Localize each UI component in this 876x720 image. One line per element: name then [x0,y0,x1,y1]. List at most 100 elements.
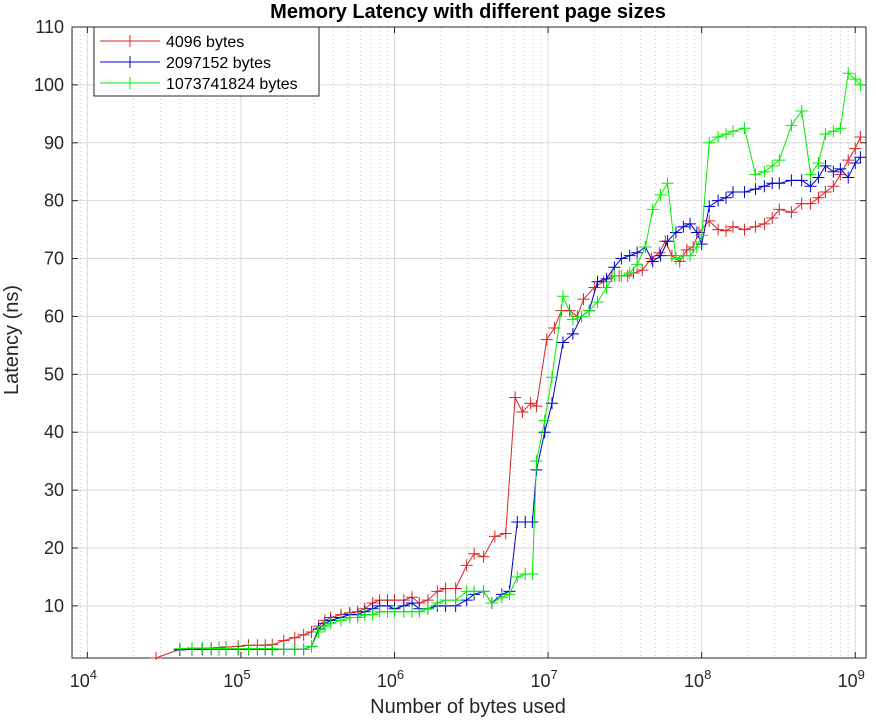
data-point [449,582,462,595]
y-tick-label: 20 [44,538,64,558]
data-point [631,246,644,259]
x-tick-label: 104 [70,667,97,691]
data-point [305,640,318,653]
data-point [575,310,588,323]
y-tick-label: 90 [44,133,64,153]
data-point [312,625,325,638]
data-point [785,206,798,219]
data-point [703,136,716,149]
data-point [719,128,732,141]
data-point [538,414,551,427]
data-point [511,570,524,583]
data-point [719,224,732,237]
y-tick-label: 70 [44,249,64,269]
data-point [749,220,762,233]
data-point [540,333,553,346]
data-point [849,157,862,170]
x-tick-label: 109 [838,667,865,691]
data-point [849,73,862,86]
data-point [297,643,310,656]
x-axis-label: Number of bytes used [370,696,566,718]
data-point [449,594,462,607]
data-point [785,174,798,187]
data-point [773,203,786,216]
data-point [677,220,690,233]
data-point [431,585,444,598]
data-point [499,527,512,540]
tick-labels: 10 20 30 40 50 60 70 80 90 100 110 104 105 106 107 108 1… [34,17,865,691]
data-point [758,180,771,193]
data-point [277,643,290,656]
data-point [477,585,490,598]
data-point [413,605,426,618]
data-point [526,515,539,528]
data-point [819,185,832,198]
y-axis-label: Latency (ns) [1,285,23,395]
data-point [738,122,751,135]
data-point [766,159,779,172]
data-point [654,249,667,262]
data-point [854,151,866,164]
data-point [577,293,590,306]
data-point [795,174,808,187]
data-point [819,159,832,172]
data-point [854,130,866,143]
data-point [196,642,209,655]
y-tick-label: 60 [44,306,64,326]
data-point [646,203,659,216]
legend: 4096 bytes 2097152 bytes 1073741824 bytes [93,26,320,97]
data-point [468,547,481,560]
plot-area [72,27,866,658]
data-point [795,104,808,117]
data-point [758,217,771,230]
data-point [749,168,762,181]
chart-title: Memory Latency with different page sizes [270,1,666,23]
data-point [684,249,697,262]
data-point [530,400,543,413]
data-point [503,588,516,601]
data-point [421,602,434,615]
data-point [545,371,558,384]
data-point [849,142,862,155]
legend-marker [124,35,136,47]
data-point [488,530,501,543]
data-point [530,455,543,468]
data-point [719,191,732,204]
y-tick-label: 40 [44,422,64,442]
data-point [591,275,604,288]
data-point [495,591,508,604]
data-point [526,568,539,581]
data-point [804,197,817,210]
x-tick-label: 107 [530,667,557,691]
data-point [646,255,659,268]
data-point [615,269,628,282]
data-point [477,550,490,563]
data-point [150,652,163,660]
data-point [749,183,762,196]
data-point [785,119,798,132]
data-point [431,597,444,610]
data-point [812,171,825,184]
data-point [680,243,693,256]
data-point [232,642,245,655]
data-point [173,642,186,655]
data-point [623,249,636,262]
data-point [600,281,613,294]
data-point [566,313,579,326]
grid [71,26,866,658]
axes-box [71,26,867,659]
data-point [556,336,569,349]
y-tick-label: 30 [44,480,64,500]
x-tick-label: 105 [223,667,250,691]
data-point [556,290,569,303]
data-point [819,128,832,141]
data-point [439,594,452,607]
data-point [516,405,529,418]
data-point [654,188,667,201]
data-point [712,130,725,143]
data-point [690,240,703,253]
data-point [566,327,579,340]
data-point [695,229,708,242]
data-point [812,191,825,204]
data-point [639,240,652,253]
